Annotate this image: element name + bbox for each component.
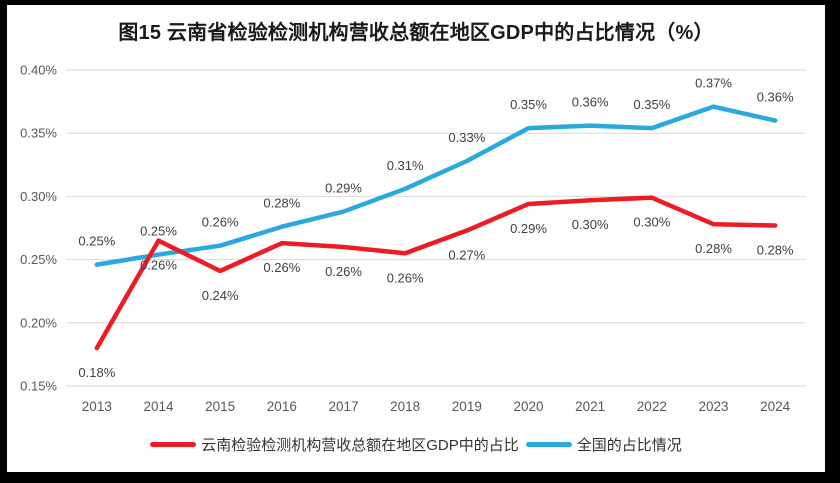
x-tick-label: 2013 xyxy=(82,399,112,414)
x-tick-label: 2021 xyxy=(575,399,605,414)
data-label-national: 0.28% xyxy=(263,196,300,211)
legend-label-yunnan: 云南检验检测机构营收总额在地区GDP中的占比 xyxy=(201,437,519,454)
y-tick-label: 0.15% xyxy=(20,379,57,394)
x-tick-label: 2019 xyxy=(452,399,482,414)
x-tick-label: 2016 xyxy=(267,399,297,414)
x-tick-label: 2014 xyxy=(143,399,174,414)
data-label-yunnan: 0.29% xyxy=(510,221,547,236)
y-tick-label: 0.25% xyxy=(20,252,57,267)
x-tick-label: 2018 xyxy=(390,399,420,414)
yunnan-series-swatch xyxy=(150,442,197,447)
data-label-yunnan: 0.26% xyxy=(263,260,300,275)
data-label-yunnan: 0.24% xyxy=(202,288,239,303)
data-label-national: 0.35% xyxy=(510,97,547,112)
legend-item-national: 全国的占比情况 xyxy=(525,434,682,455)
data-label-national: 0.29% xyxy=(325,181,362,196)
data-label-yunnan: 0.18% xyxy=(78,365,115,380)
data-label-national: 0.37% xyxy=(695,76,732,91)
series-lines xyxy=(94,104,778,351)
data-label-yunnan: 0.26% xyxy=(325,264,362,279)
x-tick-label: 2020 xyxy=(513,399,543,414)
legend-label-national: 全国的占比情况 xyxy=(576,437,682,454)
chart-canvas xyxy=(7,5,825,472)
data-label-yunnan: 0.28% xyxy=(757,242,794,257)
legend-item-yunnan: 云南检验检测机构营收总额在地区GDP中的占比 xyxy=(150,434,519,455)
data-label-national: 0.36% xyxy=(757,90,794,105)
data-label-national: 0.36% xyxy=(572,95,609,110)
legend: 云南检验检测机构营收总额在地区GDP中的占比 全国的占比情况 xyxy=(7,434,825,455)
data-label-national: 0.26% xyxy=(202,215,239,230)
x-tick-label: 2022 xyxy=(637,399,667,414)
data-label-yunnan: 0.28% xyxy=(695,241,732,256)
data-label-yunnan: 0.26% xyxy=(140,258,177,273)
gridlines xyxy=(66,69,806,387)
data-label-yunnan: 0.27% xyxy=(448,248,485,263)
x-tick-label: 2015 xyxy=(205,399,235,414)
x-tick-label: 2023 xyxy=(698,399,728,414)
national-series-swatch xyxy=(525,442,572,447)
data-label-yunnan: 0.30% xyxy=(633,215,670,230)
x-tick-label: 2024 xyxy=(760,399,791,414)
y-tick-label: 0.30% xyxy=(20,189,57,204)
data-label-yunnan: 0.30% xyxy=(572,217,609,232)
y-tick-label: 0.35% xyxy=(20,126,57,141)
y-tick-label: 0.40% xyxy=(20,63,57,78)
data-label-national: 0.31% xyxy=(387,158,424,173)
series-line-national xyxy=(94,104,778,267)
data-label-national: 0.35% xyxy=(633,97,670,112)
x-tick-label: 2017 xyxy=(328,399,358,414)
data-label-national: 0.33% xyxy=(448,130,485,145)
data-label-national: 0.25% xyxy=(140,224,177,239)
y-axis-labels: 0.15% 0.20% 0.25% 0.30% 0.35% 0.40% xyxy=(20,63,57,394)
data-labels: 0.18% 0.26% 0.24% 0.26% 0.26% 0.26% 0.27% 0.29%… xyxy=(78,76,794,380)
data-label-yunnan: 0.26% xyxy=(387,270,424,285)
chart-title: 图15 云南省检验检测机构营收总额在地区GDP中的占比情况（%） xyxy=(118,22,714,44)
series-line-yunnan xyxy=(94,195,778,351)
x-axis-labels: 2013 2014 2015 2016 2017 2018 2019 2020 2021 2022… xyxy=(82,399,791,414)
y-tick-label: 0.20% xyxy=(20,315,57,330)
data-label-national: 0.25% xyxy=(78,234,115,249)
